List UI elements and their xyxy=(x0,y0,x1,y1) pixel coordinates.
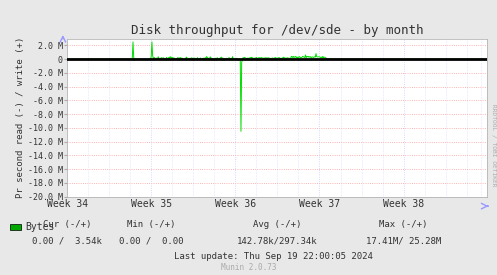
Text: 0.00 /  3.54k: 0.00 / 3.54k xyxy=(32,236,102,245)
Text: RRDTOOL / TOBI OETIKER: RRDTOOL / TOBI OETIKER xyxy=(491,104,496,187)
Text: Cur (-/+): Cur (-/+) xyxy=(43,220,91,229)
Text: Bytes: Bytes xyxy=(25,222,54,232)
Text: Munin 2.0.73: Munin 2.0.73 xyxy=(221,263,276,272)
Text: Last update: Thu Sep 19 22:00:05 2024: Last update: Thu Sep 19 22:00:05 2024 xyxy=(174,252,373,261)
Text: 142.78k/297.34k: 142.78k/297.34k xyxy=(237,236,318,245)
Text: Avg (-/+): Avg (-/+) xyxy=(253,220,302,229)
Text: 0.00 /  0.00: 0.00 / 0.00 xyxy=(119,236,183,245)
Y-axis label: Pr second read (-) / write (+): Pr second read (-) / write (+) xyxy=(16,37,25,198)
Text: 17.41M/ 25.28M: 17.41M/ 25.28M xyxy=(366,236,441,245)
Text: Min (-/+): Min (-/+) xyxy=(127,220,175,229)
Text: Max (-/+): Max (-/+) xyxy=(379,220,428,229)
Title: Disk throughput for /dev/sde - by month: Disk throughput for /dev/sde - by month xyxy=(131,24,423,37)
